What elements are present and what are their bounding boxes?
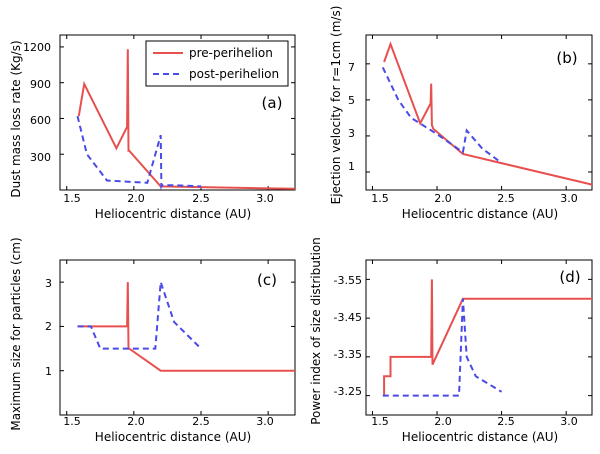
panel-c-series-pre-perihelion	[78, 282, 295, 372]
panel-d-ytick-label: -3.25	[334, 385, 362, 398]
panel-a-ytick-label: 900	[30, 78, 51, 91]
panel-c-ytick-labels: 1 2 3	[45, 277, 52, 378]
panel-a-ytick-label: 1200	[23, 41, 51, 54]
panel-c-ytick-label: 2	[45, 320, 52, 333]
panel-a-plot	[59, 34, 296, 191]
panel-d-ylabel: Power index of size distribution	[309, 237, 323, 425]
panel-d-ytick-label: -3.45	[334, 311, 362, 324]
panel-b-label: (b)	[556, 49, 577, 67]
panel-a: Dust mass loss rate (Kg/s) Heliocentric …	[9, 40, 282, 221]
panel-c-series-post-perihelion	[77, 281, 202, 350]
panel-b-ytick-labels: 1 3 5 7	[348, 61, 355, 173]
panel-b-xtick-label: 1.5	[371, 192, 389, 205]
panel-b-xtick-label: 2.0	[434, 192, 452, 205]
panel-c-label: (c)	[257, 271, 277, 289]
panel-c-ytick-label: 1	[45, 365, 52, 378]
panel-b-ytick-label: 5	[348, 94, 355, 107]
legend-box	[145, 40, 289, 87]
panel-c: Maximum size for particles (cm) Heliocen…	[9, 237, 277, 444]
panel-c-xtick-label: 2.0	[127, 415, 145, 428]
panel-c-ylabel: Maximum size for particles (cm)	[9, 237, 23, 430]
panel-d-ytick-label: -3.55	[334, 274, 362, 287]
legend-pre-label: pre-perihelion	[189, 46, 273, 60]
panel-d-xtick-label: 1.5	[371, 415, 389, 428]
panel-a-ytick-label: 300	[30, 151, 51, 164]
panel-d-series-post-perihelion	[382, 298, 503, 397]
panel-d-series-pre-perihelion	[383, 279, 592, 396]
panel-a-frame	[59, 34, 296, 191]
panel-a-series-post-perihelion	[76, 115, 202, 191]
panel-d-label: (d)	[559, 268, 580, 286]
panel-d-xtick-labels: 1.5 2.0 2.5 3.0	[371, 415, 578, 428]
panel-c-xlabel: Heliocentric distance (AU)	[95, 430, 251, 444]
panel-a-xtick-label: 3.0	[256, 192, 274, 205]
panel-a-ylabel: Dust mass loss rate (Kg/s)	[9, 40, 23, 197]
panel-b-plot	[365, 34, 593, 191]
panel-d-ytick-labels: -3.25 -3.35 -3.45 -3.55	[334, 274, 362, 398]
panel-a-xtick-label: 1.5	[63, 192, 81, 205]
panel-a-xtick-label: 2.0	[127, 192, 145, 205]
panel-d-xtick-label: 3.0	[560, 415, 578, 428]
panel-a-ytick-labels: 300 600 900 1200	[23, 41, 51, 164]
panel-a-label: (a)	[262, 94, 283, 112]
panel-a-xtick-label: 2.5	[192, 192, 210, 205]
panel-d-xlabel: Heliocentric distance (AU)	[402, 430, 558, 444]
panel-c-plot	[59, 259, 296, 416]
legend-post-label: post-perihelion	[189, 67, 279, 81]
panel-b-frame	[365, 34, 593, 191]
panel-b-series-pre-perihelion	[383, 41, 593, 186]
panel-a-xtick-labels: 1.5 2.0 2.5 3.0	[63, 192, 274, 205]
panel-d-plot	[365, 259, 593, 416]
panel-c-xtick-labels: 1.5 2.0 2.5 3.0	[63, 415, 274, 428]
panel-b-ylabel: Ejection velocity for r=1cm (m/s)	[329, 6, 343, 205]
panel-b-xlabel: Heliocentric distance (AU)	[402, 207, 558, 221]
panel-b-series-post-perihelion	[381, 66, 503, 164]
panel-b-xtick-label: 3.0	[560, 192, 578, 205]
panel-b-xtick-label: 2.5	[497, 192, 515, 205]
panel-d-xtick-label: 2.5	[497, 415, 515, 428]
panel-c-frame	[59, 259, 296, 416]
panel-a-xlabel: Heliocentric distance (AU)	[95, 207, 251, 221]
panel-c-xtick-label: 2.5	[192, 415, 210, 428]
panel-d-ytick-label: -3.35	[334, 348, 362, 361]
panel-c-xtick-label: 3.0	[256, 415, 274, 428]
panel-c-xtick-label: 1.5	[63, 415, 81, 428]
panel-d: Power index of size distribution Helioce…	[309, 237, 581, 444]
panel-a-ytick-label: 600	[30, 114, 51, 127]
panel-b-ytick-label: 3	[348, 127, 355, 140]
legend: pre-perihelion post-perihelion	[145, 40, 289, 87]
panel-b: Ejection velocity for r=1cm (m/s) Helioc…	[329, 6, 578, 221]
panel-b-ytick-label: 7	[348, 61, 355, 74]
panel-b-xtick-labels: 1.5 2.0 2.5 3.0	[371, 192, 578, 205]
panel-d-frame	[365, 259, 593, 416]
panel-d-xtick-label: 2.0	[434, 415, 452, 428]
panel-b-ytick-label: 1	[348, 160, 355, 173]
panel-c-ytick-label: 3	[45, 277, 52, 290]
